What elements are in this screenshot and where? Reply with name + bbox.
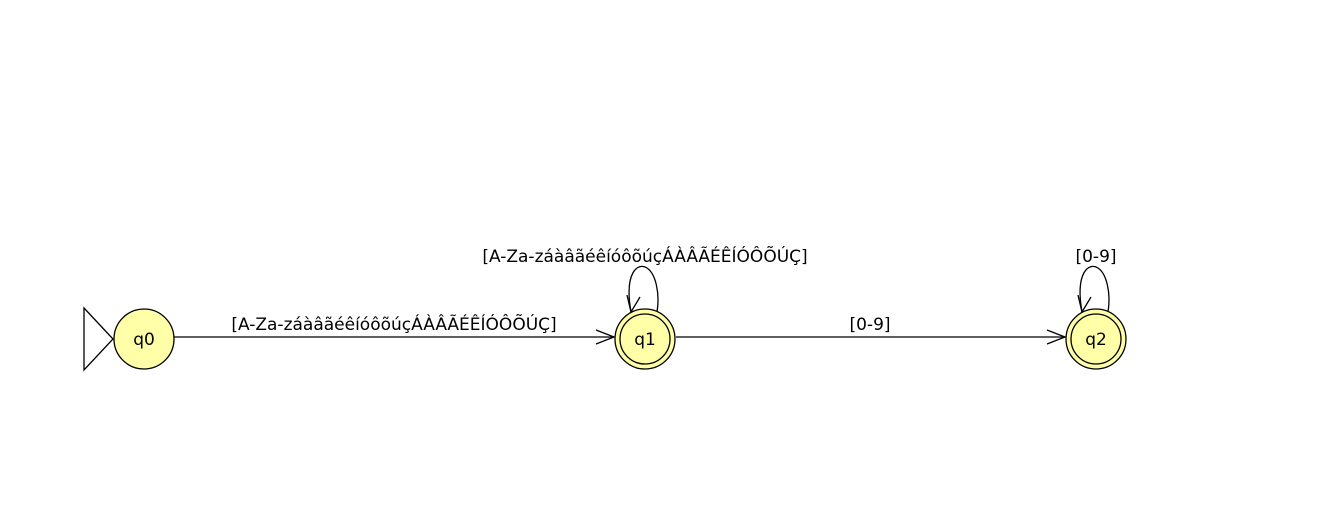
transition-q1-loop-path <box>628 265 659 313</box>
transition-q2-self-loop: [0-9] <box>1075 247 1117 314</box>
transition-q1-q2: [0-9] <box>676 315 1067 345</box>
transition-q0-q1-arrowhead <box>595 329 616 345</box>
state-q1-circle <box>614 308 676 370</box>
transition-q1-loop-label: [A-Za-záàâãéêíóôõúçÁÀÂÃÉÊÍÓÔÕÚÇ] <box>482 245 807 267</box>
transition-q0-q1: [A-Za-záàâãéêíóôõúçÁÀÂÃÉÊÍÓÔÕÚÇ] <box>174 313 616 345</box>
state-q1-label: q1 <box>634 330 656 350</box>
transition-q1-q2-label: [0-9] <box>849 315 890 335</box>
initial-state-arrow <box>83 306 114 372</box>
state-q1-accepting-ring <box>619 313 671 365</box>
state-q0-circle <box>113 308 175 370</box>
transition-q2-loop-label: [0-9] <box>1075 247 1116 267</box>
transition-q1-q2-arrowhead <box>1046 329 1067 345</box>
state-q0-label: q0 <box>133 330 155 350</box>
transition-q0-q1-label: [A-Za-záàâãéêíóôõúçÁÀÂÃÉÊÍÓÔÕÚÇ] <box>231 313 556 335</box>
transition-q2-loop-path <box>1079 265 1110 313</box>
state-q0: q0 <box>113 308 175 370</box>
state-q2: q2 <box>1065 308 1127 370</box>
transition-q1-self-loop: [A-Za-záàâãéêíóôõúçÁÀÂÃÉÊÍÓÔÕÚÇ] <box>482 245 808 314</box>
state-q2-accepting-ring <box>1070 313 1122 365</box>
state-q1: q1 <box>614 308 676 370</box>
state-q2-label: q2 <box>1085 330 1107 350</box>
state-q2-circle <box>1065 308 1127 370</box>
